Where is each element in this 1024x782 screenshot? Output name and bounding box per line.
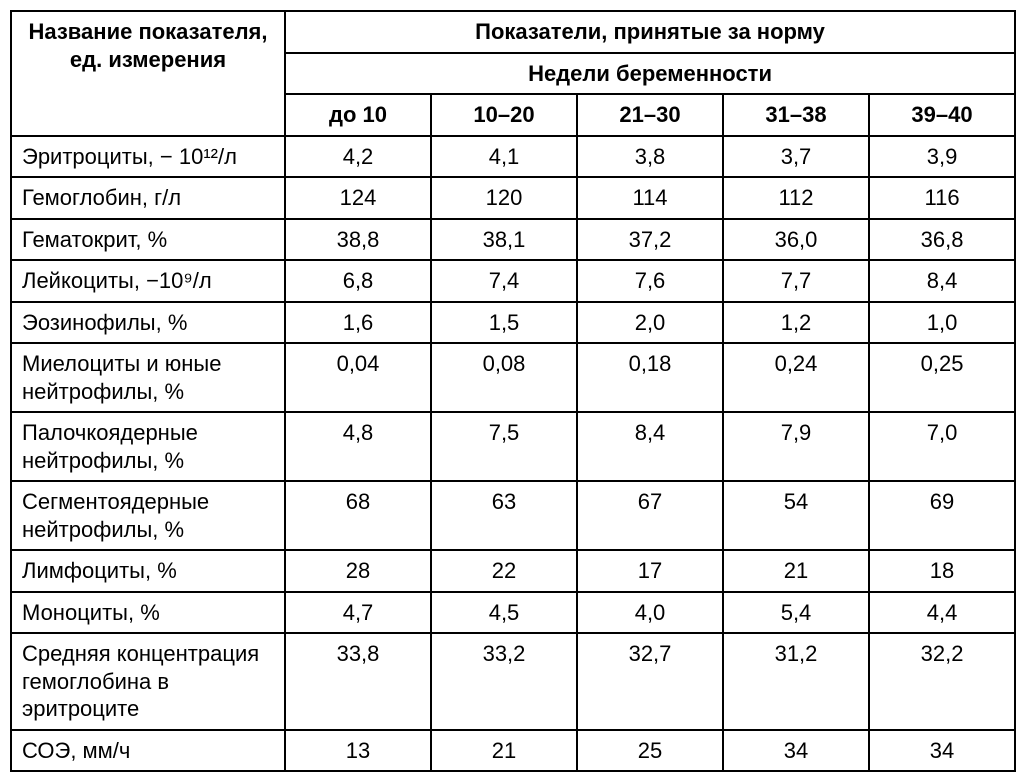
header-col-2: 21–30 <box>577 94 723 136</box>
row-value: 31,2 <box>723 633 869 730</box>
table-row: Лимфоциты, %2822172118 <box>11 550 1015 592</box>
row-value: 18 <box>869 550 1015 592</box>
row-value: 7,5 <box>431 412 577 481</box>
row-value: 22 <box>431 550 577 592</box>
row-label: Лимфоциты, % <box>11 550 285 592</box>
row-label: Эозинофилы, % <box>11 302 285 344</box>
header-col-0: до 10 <box>285 94 431 136</box>
row-value: 32,7 <box>577 633 723 730</box>
row-value: 112 <box>723 177 869 219</box>
table-row: Моноциты, %4,74,54,05,44,4 <box>11 592 1015 634</box>
table-row: Сегментоядерные нейтрофилы, %6863675469 <box>11 481 1015 550</box>
row-label: Эритроциты, − 10¹²/л <box>11 136 285 178</box>
row-value: 4,4 <box>869 592 1015 634</box>
row-value: 4,5 <box>431 592 577 634</box>
row-value: 13 <box>285 730 431 772</box>
row-value: 25 <box>577 730 723 772</box>
row-value: 1,5 <box>431 302 577 344</box>
row-value: 38,8 <box>285 219 431 261</box>
row-value: 120 <box>431 177 577 219</box>
table-row: Палочкоядерные нейтрофилы, %4,87,58,47,9… <box>11 412 1015 481</box>
table-row: Миелоциты и юные нейтрофилы, %0,040,080,… <box>11 343 1015 412</box>
row-value: 21 <box>431 730 577 772</box>
row-label: Средняя концентрация гемоглобина в эритр… <box>11 633 285 730</box>
row-value: 114 <box>577 177 723 219</box>
row-value: 36,8 <box>869 219 1015 261</box>
row-value: 8,4 <box>869 260 1015 302</box>
row-value: 17 <box>577 550 723 592</box>
table-row: Гематокрит, %38,838,137,236,036,8 <box>11 219 1015 261</box>
header-col-1: 10–20 <box>431 94 577 136</box>
row-value: 68 <box>285 481 431 550</box>
row-label: СОЭ, мм/ч <box>11 730 285 772</box>
row-value: 7,0 <box>869 412 1015 481</box>
row-label: Палочкоядерные нейтрофилы, % <box>11 412 285 481</box>
row-value: 33,2 <box>431 633 577 730</box>
row-value: 3,8 <box>577 136 723 178</box>
table-row: Гемоглобин, г/л124120114112116 <box>11 177 1015 219</box>
row-value: 1,0 <box>869 302 1015 344</box>
row-value: 4,7 <box>285 592 431 634</box>
table-row: СОЭ, мм/ч1321253434 <box>11 730 1015 772</box>
row-value: 3,7 <box>723 136 869 178</box>
table-body: Эритроциты, − 10¹²/л4,24,13,83,73,9Гемог… <box>11 136 1015 772</box>
row-value: 5,4 <box>723 592 869 634</box>
row-value: 4,8 <box>285 412 431 481</box>
row-value: 0,04 <box>285 343 431 412</box>
row-value: 38,1 <box>431 219 577 261</box>
row-value: 54 <box>723 481 869 550</box>
header-col-4: 39–40 <box>869 94 1015 136</box>
row-value: 69 <box>869 481 1015 550</box>
row-label: Гематокрит, % <box>11 219 285 261</box>
row-value: 36,0 <box>723 219 869 261</box>
row-value: 3,9 <box>869 136 1015 178</box>
table-row: Эритроциты, − 10¹²/л4,24,13,83,73,9 <box>11 136 1015 178</box>
row-value: 67 <box>577 481 723 550</box>
row-label: Лейкоциты, −10⁹/л <box>11 260 285 302</box>
table-header: Название показателя, ед. измерения Показ… <box>11 11 1015 136</box>
row-label: Моноциты, % <box>11 592 285 634</box>
row-value: 2,0 <box>577 302 723 344</box>
row-value: 1,6 <box>285 302 431 344</box>
row-value: 34 <box>723 730 869 772</box>
header-col-3: 31–38 <box>723 94 869 136</box>
table-row: Лейкоциты, −10⁹/л6,87,47,67,78,4 <box>11 260 1015 302</box>
row-label: Гемоглобин, г/л <box>11 177 285 219</box>
header-sub: Недели беременности <box>285 53 1015 95</box>
row-value: 4,0 <box>577 592 723 634</box>
row-value: 37,2 <box>577 219 723 261</box>
row-value: 0,08 <box>431 343 577 412</box>
row-value: 1,2 <box>723 302 869 344</box>
row-value: 6,8 <box>285 260 431 302</box>
row-value: 0,25 <box>869 343 1015 412</box>
row-value: 4,2 <box>285 136 431 178</box>
row-value: 8,4 <box>577 412 723 481</box>
row-label: Миелоциты и юные нейтрофилы, % <box>11 343 285 412</box>
row-value: 21 <box>723 550 869 592</box>
row-value: 7,6 <box>577 260 723 302</box>
table-row: Эозинофилы, %1,61,52,01,21,0 <box>11 302 1015 344</box>
row-value: 7,9 <box>723 412 869 481</box>
row-value: 116 <box>869 177 1015 219</box>
row-value: 0,24 <box>723 343 869 412</box>
header-row-label: Название показателя, ед. измерения <box>11 11 285 136</box>
row-value: 7,4 <box>431 260 577 302</box>
header-super: Показатели, принятые за норму <box>285 11 1015 53</box>
row-value: 32,2 <box>869 633 1015 730</box>
blood-norms-table: Название показателя, ед. измерения Показ… <box>10 10 1016 772</box>
row-value: 4,1 <box>431 136 577 178</box>
row-value: 33,8 <box>285 633 431 730</box>
row-value: 63 <box>431 481 577 550</box>
row-value: 28 <box>285 550 431 592</box>
row-label: Сегментоядерные нейтрофилы, % <box>11 481 285 550</box>
row-value: 124 <box>285 177 431 219</box>
row-value: 0,18 <box>577 343 723 412</box>
row-value: 34 <box>869 730 1015 772</box>
table-row: Средняя концентрация гемоглобина в эритр… <box>11 633 1015 730</box>
row-value: 7,7 <box>723 260 869 302</box>
